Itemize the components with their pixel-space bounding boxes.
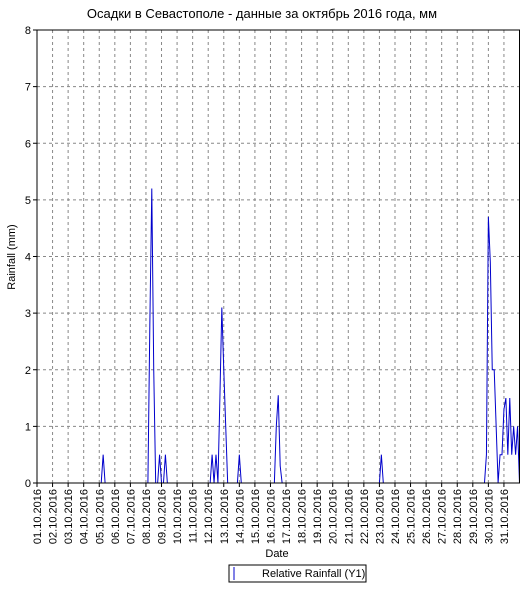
x-tick-label: 02.10.2016 (48, 489, 60, 544)
x-tick-label: 26.10.2016 (421, 489, 433, 544)
x-tick-label: 13.10.2016 (219, 489, 231, 544)
x-tick-label: 05.10.2016 (94, 489, 106, 544)
x-tick-label: 03.10.2016 (63, 489, 75, 544)
x-tick-label: 27.10.2016 (437, 489, 449, 544)
y-tick-label: 8 (25, 25, 31, 37)
x-tick-label: 31.10.2016 (499, 489, 511, 544)
x-tick-label: 04.10.2016 (79, 489, 91, 544)
y-tick-label: 1 (25, 421, 31, 433)
x-tick-label: 30.10.2016 (483, 489, 495, 544)
y-tick-label: 7 (25, 82, 31, 94)
legend-label: Relative Rainfall (Y1) (262, 568, 365, 580)
x-tick-label: 09.10.2016 (157, 489, 169, 544)
x-tick-label: 18.10.2016 (297, 489, 309, 544)
y-tick-label: 4 (25, 252, 31, 264)
y-axis-label: Rainfall (mm) (6, 224, 18, 289)
plot-frame (36, 29, 520, 484)
y-tick-label: 0 (25, 478, 31, 490)
x-tick-label: 11.10.2016 (188, 489, 200, 543)
x-tick-label: 24.10.2016 (390, 489, 402, 544)
y-tick-label: 3 (25, 308, 31, 320)
x-tick-label: 01.10.2016 (32, 489, 44, 544)
x-tick-label: 19.10.2016 (312, 489, 324, 544)
x-axis-label: Date (265, 548, 288, 560)
x-tick-label: 16.10.2016 (265, 489, 277, 544)
y-tick-label: 6 (25, 138, 31, 150)
data-line (37, 188, 520, 484)
x-tick-label: 23.10.2016 (374, 489, 386, 544)
y-tick-label: 2 (25, 365, 31, 377)
chart-title: Осадки в Севастополе - данные за октябрь… (87, 6, 437, 21)
x-tick-label: 20.10.2016 (328, 489, 340, 544)
x-tick-label: 29.10.2016 (468, 489, 480, 544)
x-tick-label: 07.10.2016 (125, 489, 137, 544)
x-tick-label: 15.10.2016 (250, 489, 262, 544)
x-tick-label: 25.10.2016 (406, 489, 418, 544)
x-tick-label: 10.10.2016 (172, 489, 184, 544)
x-tick-label: 28.10.2016 (452, 489, 464, 544)
x-tick-label: 08.10.2016 (141, 489, 153, 544)
x-tick-label: 14.10.2016 (234, 489, 246, 544)
legend: Relative Rainfall (Y1) (228, 564, 367, 583)
x-tick-label: 22.10.2016 (359, 489, 371, 544)
legend-box (228, 564, 367, 583)
x-tick-label: 06.10.2016 (110, 489, 122, 544)
x-tick-label: 12.10.2016 (203, 489, 215, 544)
y-tick-label: 5 (25, 195, 31, 207)
x-tick-label: 17.10.2016 (281, 489, 293, 544)
x-tick-label: 21.10.2016 (343, 489, 355, 544)
